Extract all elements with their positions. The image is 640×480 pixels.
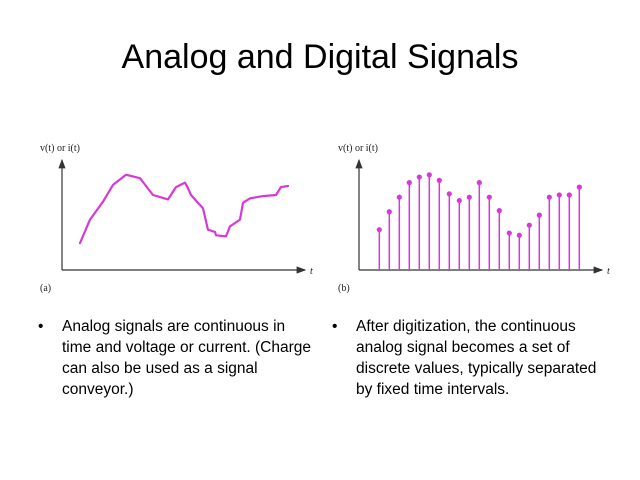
sample-dot [436, 177, 442, 183]
digital-panel-label: (b) [338, 283, 350, 294]
sample-dot [426, 172, 432, 178]
sample-dot [396, 194, 402, 200]
sample-dot [536, 212, 542, 218]
analog-signal-curve [78, 173, 290, 245]
sample-dot [576, 184, 582, 190]
analog-x-label: t [310, 266, 313, 277]
bullet-digital: • After digitization, the continuous ana… [332, 316, 606, 400]
bullet-text: After digitization, the continuous analo… [356, 318, 597, 398]
sample-dot [496, 208, 502, 214]
sample-dot [376, 227, 382, 233]
sample-dot [506, 230, 512, 236]
sample-dot [546, 194, 552, 200]
bullet-marker: • [38, 318, 44, 335]
sample-dot [406, 180, 412, 186]
analog-y-label: v(t) or i(t) [40, 143, 80, 154]
sample-dot [456, 197, 462, 204]
bullet-marker: • [332, 318, 338, 335]
sample-dot [476, 180, 482, 186]
sample-dot [566, 192, 572, 198]
digital-y-label: v(t) or i(t) [338, 143, 378, 154]
sample-dot [446, 191, 452, 197]
sample-dot [386, 209, 392, 215]
digital-x-label: t [607, 266, 610, 277]
sample-dot [556, 192, 562, 198]
sample-dot [466, 194, 472, 200]
sample-dot [486, 194, 492, 200]
sample-dot [526, 222, 532, 228]
slide-title: Analog and Digital Signals [121, 38, 519, 76]
sample-dot [516, 232, 522, 238]
analog-panel-label: (a) [40, 283, 51, 294]
sample-dot [416, 174, 422, 180]
digital-figure: v(t) or i(t) t (b) [338, 143, 610, 294]
bullet-text: Analog signals are continuous in time an… [62, 318, 311, 398]
analog-figure: v(t) or i(t) t (a) [40, 143, 313, 294]
bullet-analog: • Analog signals are continuous in time … [38, 316, 312, 400]
